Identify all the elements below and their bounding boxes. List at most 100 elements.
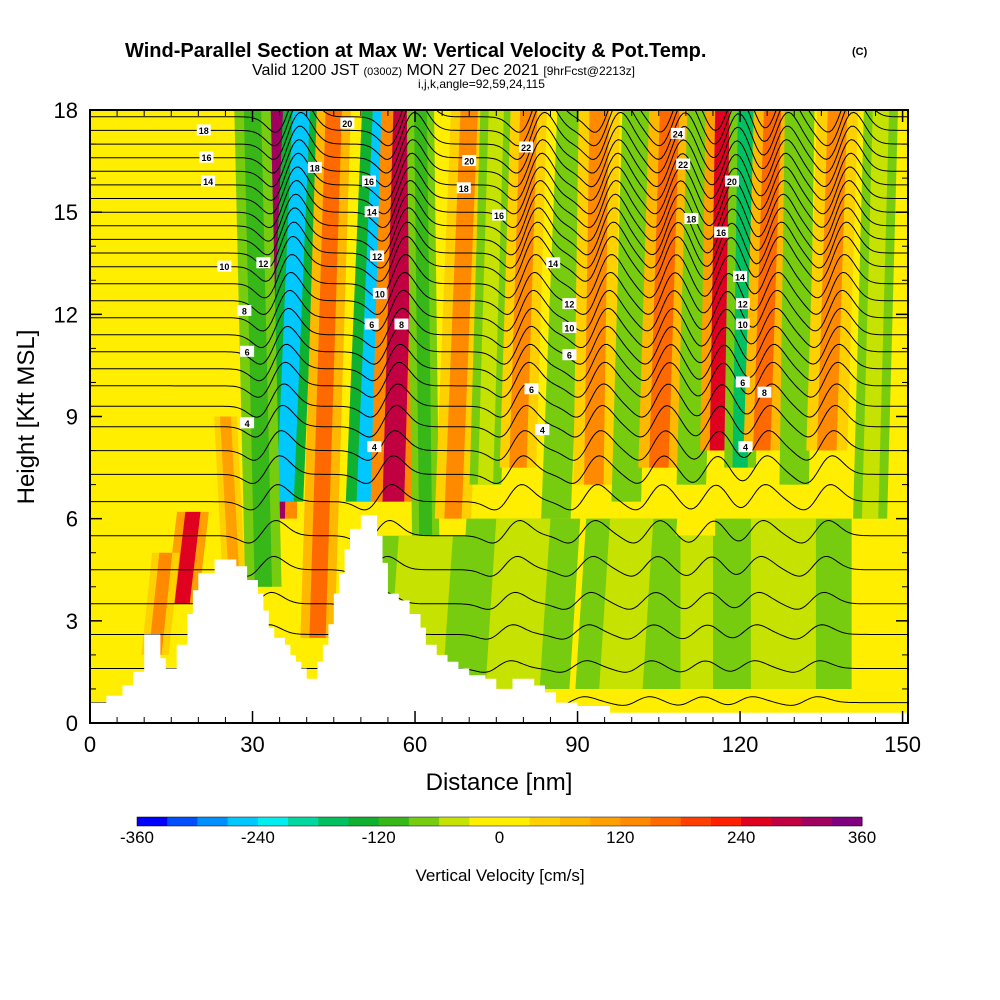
colorbar-swatch-16 [620,817,652,826]
contour-label-bg-20 [492,209,506,221]
colorbar-swatch-12 [499,817,531,826]
chart-section-indices: i,j,k,angle=92,59,24,115 [418,77,545,91]
colorbar-swatch-21 [771,817,803,826]
contour-label-27: 24 [670,127,685,139]
colorbar-swatch-6 [318,817,349,826]
theta-contour-13 [90,325,908,365]
contour-label-8: 20 [340,117,355,129]
colorbar-tick--120: -120 [362,828,396,847]
chart-title-copyright: (C) [852,46,868,58]
contour-label-text-0: 18 [199,126,209,136]
contour-label-bg-24 [562,349,577,361]
vertical-velocity-band-8 [309,110,342,638]
colorbar-swatch-22 [801,817,833,826]
contour-label-text-9: 18 [310,163,320,173]
x-axis-label: Distance [nm] [426,769,573,796]
contour-label-text-7: 4 [245,419,250,429]
contour-label-bg-7 [240,417,255,429]
contour-label-9: 18 [307,161,322,173]
vertical-velocity-band-23 [861,110,890,519]
theta-contour-29 [90,110,908,133]
contour-label-18: 18 [456,182,471,194]
contour-label-text-37: 4 [743,443,748,453]
contour-label-text-32: 14 [735,272,745,282]
colorbar-frame [136,816,863,827]
contour-label-text-33: 12 [738,300,748,310]
contour-label-23: 10 [562,321,577,333]
contour-label-text-18: 18 [459,184,469,194]
theta-contour-28 [90,110,908,147]
contour-label-text-25: 6 [529,385,534,395]
contour-label-bg-5 [237,304,252,316]
contour-label-30: 18 [684,212,699,224]
contour-label-0: 18 [196,124,211,136]
contour-label-bg-23 [562,321,577,333]
contour-label-bg-9 [307,161,322,173]
colorbar [136,816,863,827]
colorbar-swatch-0 [137,817,168,826]
y-axis-label: Height [Kft MSL] [13,330,40,505]
contour-label-bg-28 [676,158,691,170]
contour-label-bg-31 [714,226,729,238]
y-tick-label-6: 6 [66,507,78,532]
colorbar-swatch-20 [741,817,772,826]
colorbar-swatch-18 [680,817,712,826]
x-tick-label-150: 150 [884,732,921,757]
contour-labels: 18 16 14 10 12 8 6 4 20 18 16 14 12 10 6 8 4 20 18 22 16 14 12… [196,117,772,453]
contour-label-bg-33 [735,298,750,310]
contour-label-5: 8 [237,304,252,316]
colorbar-tick-0: 0 [495,828,504,847]
contour-label-35: 6 [735,376,750,388]
contour-label-36: 8 [757,386,772,398]
x-tick-label-30: 30 [240,732,264,757]
contour-label-17: 20 [462,155,477,167]
x-tick-label-0: 0 [84,732,96,757]
contour-label-text-12: 12 [372,252,382,262]
theta-contour-20 [90,207,908,256]
terrain-shape [90,515,908,723]
y-tick-label-12: 12 [54,302,78,327]
contour-label-text-23: 10 [564,323,574,333]
contour-label-bg-2 [201,175,216,187]
contour-label-28: 22 [676,158,691,170]
vertical-velocity-band-5 [174,511,201,604]
contour-label-text-16: 4 [372,443,377,453]
contour-label-text-10: 16 [364,177,374,187]
terrain-profile [90,515,908,723]
y-tick-label-0: 0 [66,711,78,736]
vertical-velocity-band-17 [684,110,710,485]
theta-contour-6 [90,484,908,511]
colorbar-swatch-13 [529,817,561,826]
contour-label-text-17: 20 [464,157,474,167]
contour-label-bg-11 [364,206,379,218]
contour-label-1: 16 [199,151,214,163]
contour-label-22: 12 [562,298,577,310]
vertical-velocity-band-25 [485,518,551,689]
vertical-velocity-band-9 [413,110,433,553]
contour-label-26: 4 [535,424,550,436]
y-tick-label-18: 18 [54,98,78,123]
colorbar-swatch-9 [408,817,440,826]
colorbar-swatch-4 [257,817,289,826]
contour-label-13: 10 [372,287,387,299]
contour-label-29: 20 [724,175,739,187]
theta-contour-24 [90,152,908,201]
theta-contour-21 [90,193,908,242]
contour-label-37: 4 [738,441,753,453]
contour-label-bg-21 [546,257,561,269]
contour-label-bg-17 [462,155,477,167]
colorbar-swatch-14 [559,817,591,826]
contour-label-text-5: 8 [242,306,247,316]
chart-title: Wind-Parallel Section at Max W: Vertical… [125,40,706,62]
theta-contour-23 [90,166,908,215]
contour-label-text-15: 8 [399,320,404,330]
contour-label-bg-22 [562,298,577,310]
contour-label-text-22: 12 [564,300,574,310]
potential-temperature-contours [90,110,908,706]
x-axis-ticks: 0 30 60 90 120 150 [84,110,921,757]
contour-label-bg-14 [364,318,379,330]
contour-label-bg-16 [367,441,382,453]
contour-label-text-13: 10 [375,289,385,299]
